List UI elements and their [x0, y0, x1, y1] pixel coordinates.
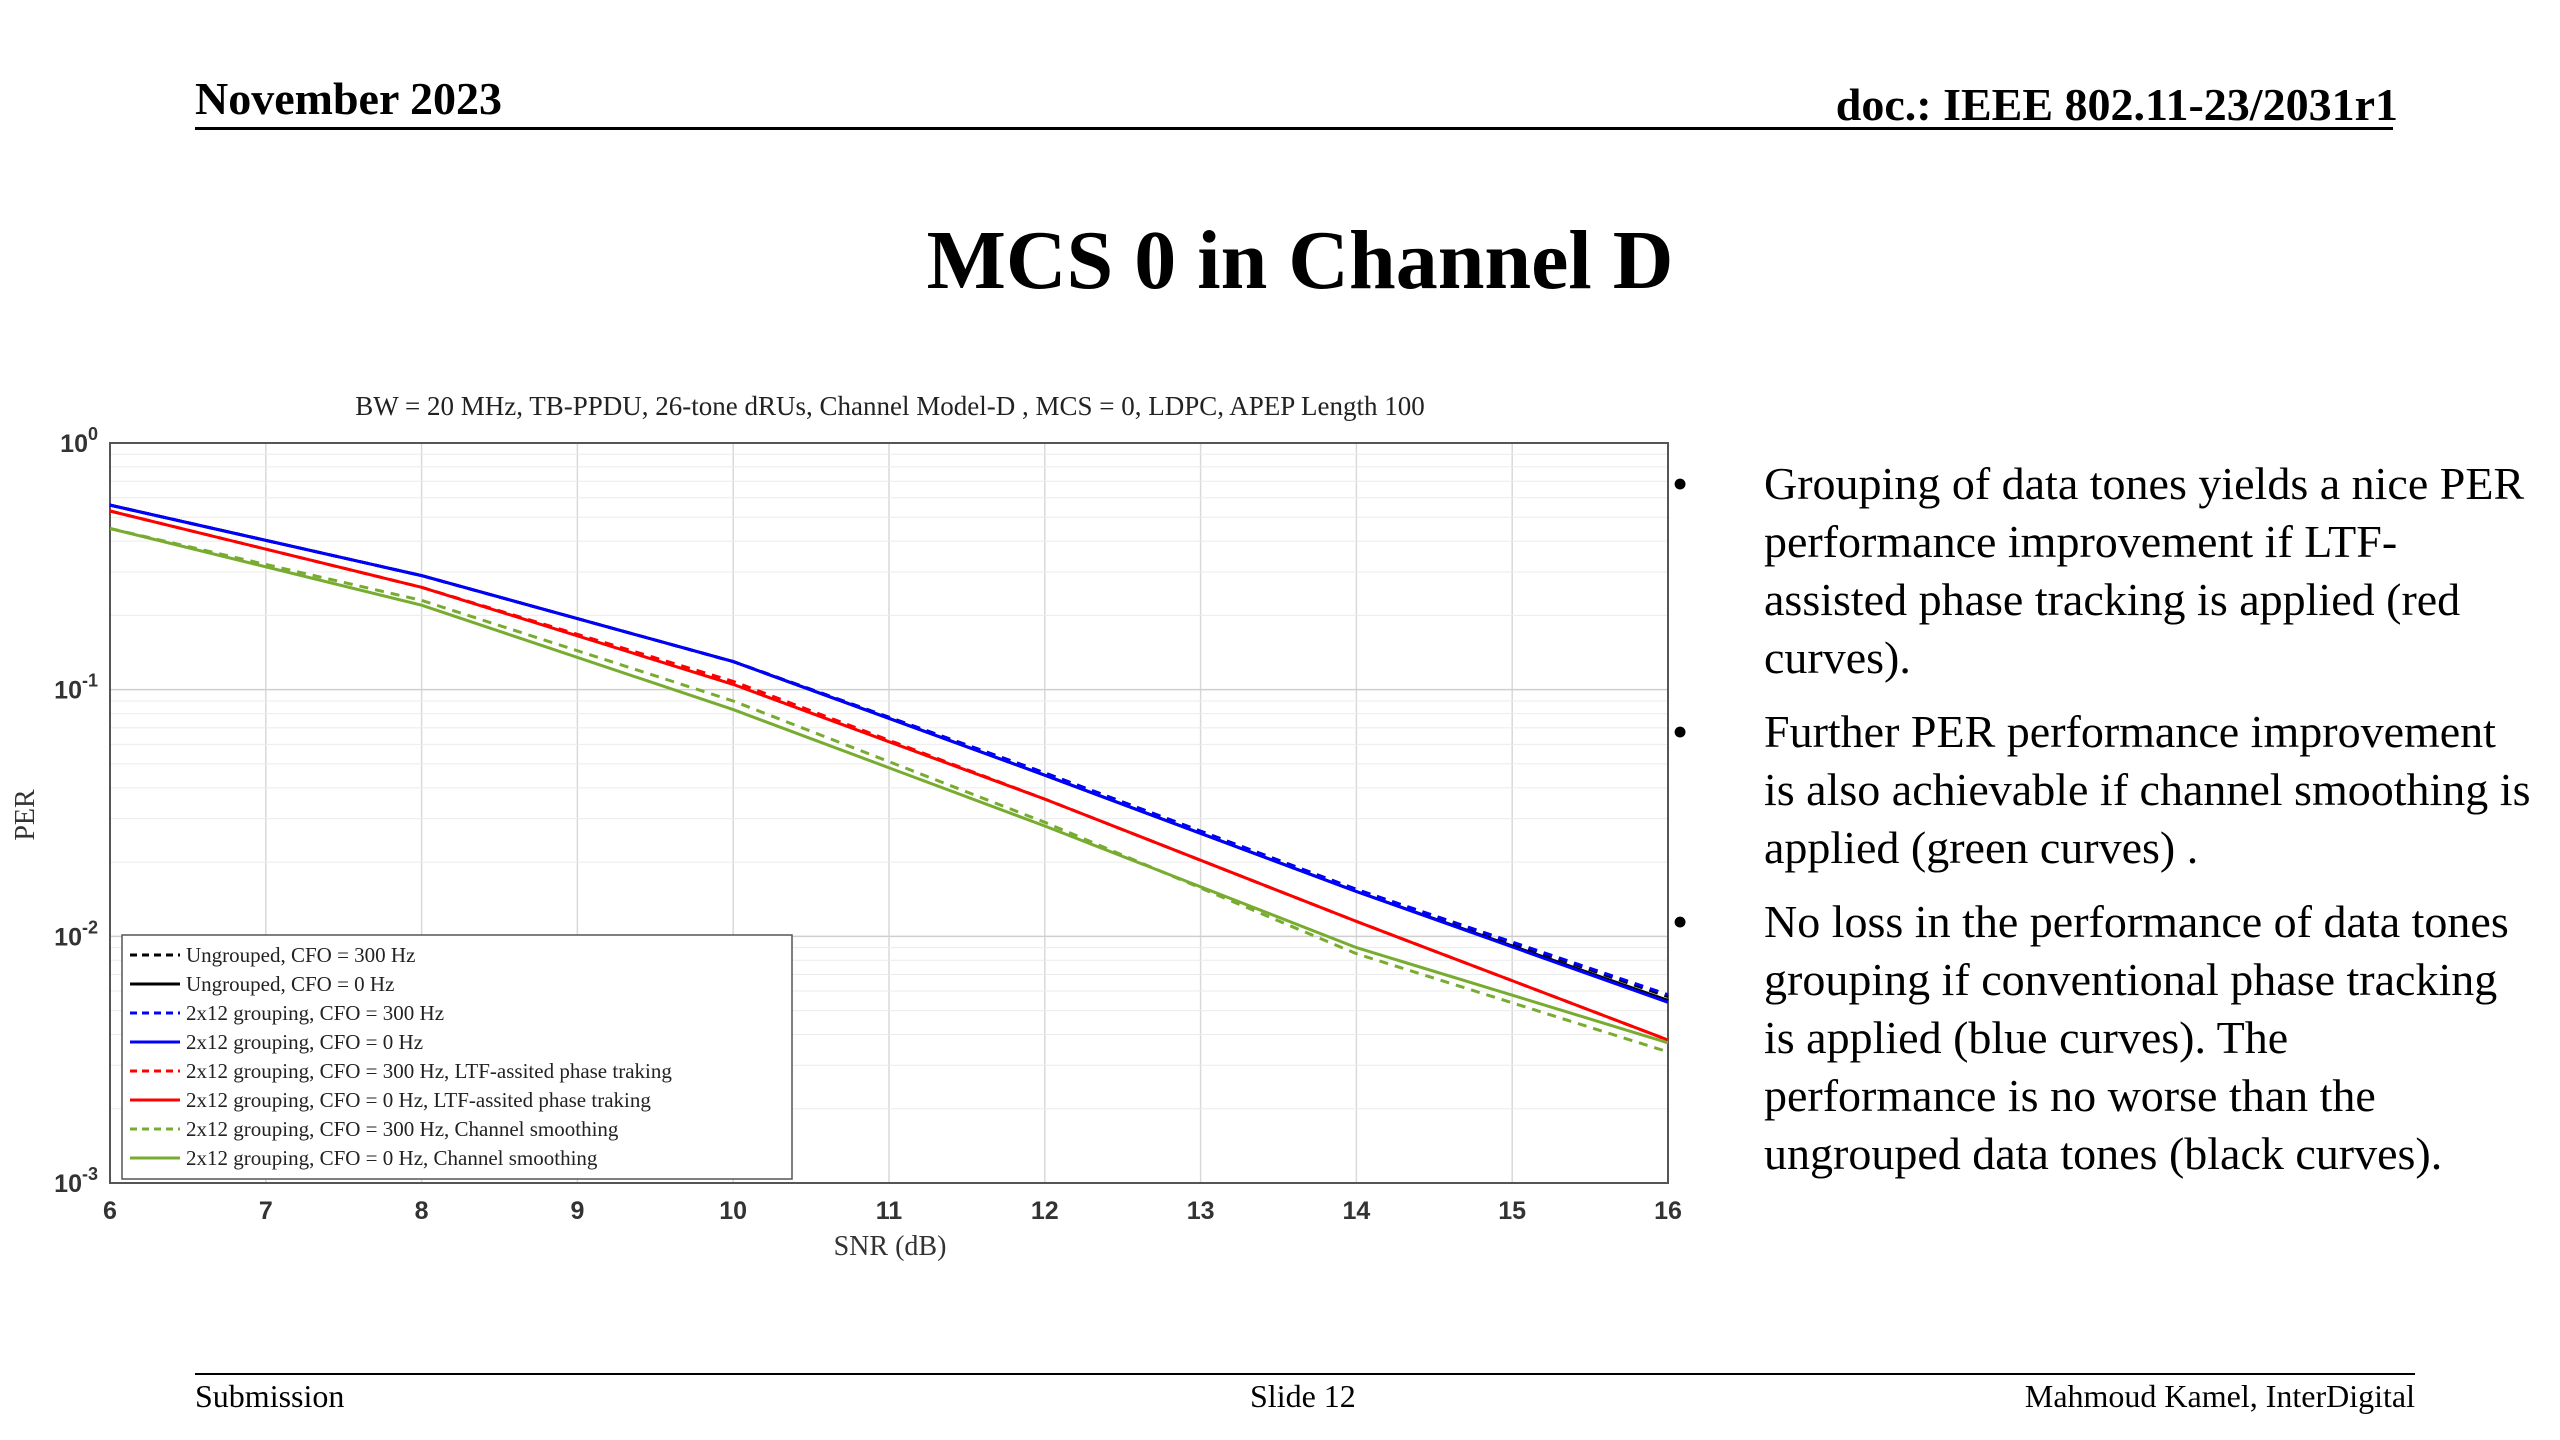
header-rule [195, 127, 2393, 130]
x-tick-label: 10 [719, 1197, 747, 1225]
y-tick-label: 10-3 [54, 1164, 98, 1198]
legend-label: 2x12 grouping, CFO = 0 Hz, Channel smoot… [186, 1146, 598, 1170]
x-axis-label: SNR (dB) [834, 1231, 947, 1262]
legend: Ungrouped, CFO = 300 Hz Ungrouped, CFO = … [121, 934, 793, 1180]
bullet-marker: • [1672, 706, 1689, 757]
bullet-item: • No loss in the performance of data tone… [1672, 893, 2532, 1183]
series-lines [109, 503, 1669, 1054]
y-tick-label: 10-1 [54, 671, 98, 705]
bullet-marker: • [1672, 896, 1689, 947]
y-tick-label: 100 [60, 424, 98, 458]
plot-frame [109, 442, 1669, 1184]
chart-title: BW = 20 MHz, TB-PPDU, 26-tone dRUs, Chan… [355, 391, 1425, 421]
footer-author: Mahmoud Kamel, InterDigital [2024, 1378, 2415, 1414]
header-date: November 2023 [195, 73, 503, 124]
x-tick-label: 9 [570, 1197, 584, 1225]
bullet-item: • Grouping of data tones yields a nice PE… [1672, 455, 2532, 687]
legend-label: 2x12 grouping, CFO = 300 Hz, Channel smo… [186, 1117, 619, 1141]
x-tick-label: 6 [103, 1197, 117, 1225]
y-axis-label: PER [10, 789, 41, 841]
bullet-text: No loss in the performance of data tones… [1764, 896, 2509, 1179]
x-tick-label: 12 [1031, 1197, 1059, 1225]
series-line [109, 503, 1669, 1004]
per-chart: BW = 20 MHz, TB-PPDU, 26-tone dRUs, Chan… [10, 391, 1682, 1262]
axis-ticks: 6 7 8 9 10 11 12 13 14 15 16 100 10-1 10-2 10-3 [54, 424, 1682, 1225]
legend-label: 2x12 grouping, CFO = 300 Hz [186, 1001, 444, 1025]
legend-label: 2x12 grouping, CFO = 0 Hz, LTF-assited p… [186, 1088, 651, 1112]
legend-label: 2x12 grouping, CFO = 300 Hz, LTF-assited… [186, 1059, 672, 1083]
footer-submission: Submission [195, 1378, 345, 1414]
bullet-item: • Further PER performance improvement is … [1672, 703, 2532, 877]
bullet-list: • Grouping of data tones yields a nice PE… [1672, 455, 2532, 1199]
x-tick-label: 15 [1498, 1197, 1526, 1225]
footer-slide-number: Slide 12 [1250, 1378, 1356, 1414]
header-doc-id: doc.: IEEE 802.11-23/2031r1 [1835, 79, 2398, 130]
bullet-text: Grouping of data tones yields a nice PER… [1764, 458, 2525, 683]
series-line [109, 509, 1669, 1042]
bullet-text: Further PER performance improvement is a… [1764, 706, 2531, 873]
footer-rule [195, 1373, 2415, 1375]
legend-box [121, 934, 793, 1180]
legend-label: 2x12 grouping, CFO = 0 Hz [186, 1030, 423, 1054]
y-tick-label: 10-2 [54, 917, 98, 951]
x-tick-label: 11 [876, 1197, 903, 1225]
slide-title: MCS 0 in Channel D [926, 214, 1674, 307]
bullet-marker: • [1672, 458, 1689, 509]
legend-label: Ungrouped, CFO = 300 Hz [186, 943, 415, 967]
series-line [109, 527, 1669, 1045]
x-tick-label: 13 [1187, 1197, 1215, 1225]
x-tick-label: 14 [1342, 1197, 1370, 1225]
x-tick-label: 8 [415, 1197, 429, 1225]
x-tick-label: 7 [259, 1197, 273, 1225]
legend-label: Ungrouped, CFO = 0 Hz [186, 972, 394, 996]
x-tick-label: 16 [1654, 1197, 1682, 1225]
